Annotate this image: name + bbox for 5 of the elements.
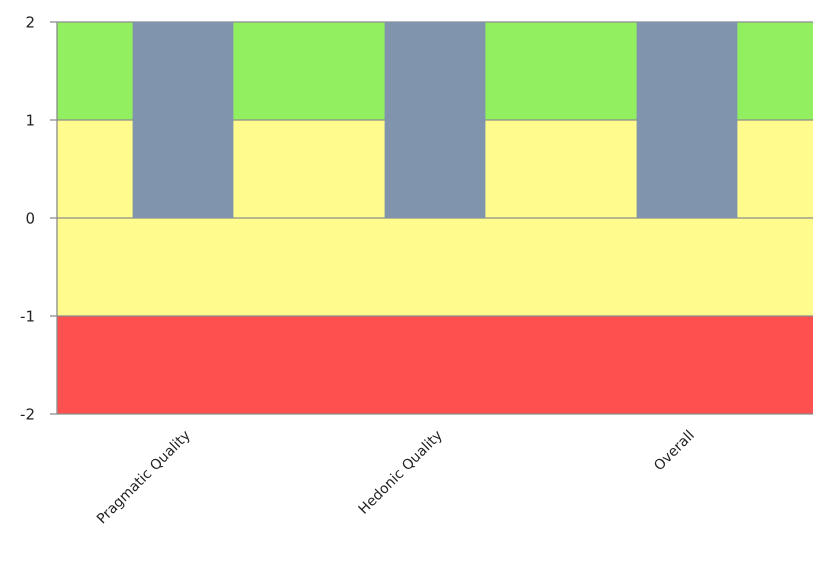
y-tick-label: -2 [20, 405, 35, 424]
y-tick-label: -1 [20, 307, 35, 326]
y-tick-label: 2 [25, 13, 35, 32]
y-tick-label: 1 [25, 111, 35, 130]
y-tick-label: 0 [25, 209, 35, 228]
